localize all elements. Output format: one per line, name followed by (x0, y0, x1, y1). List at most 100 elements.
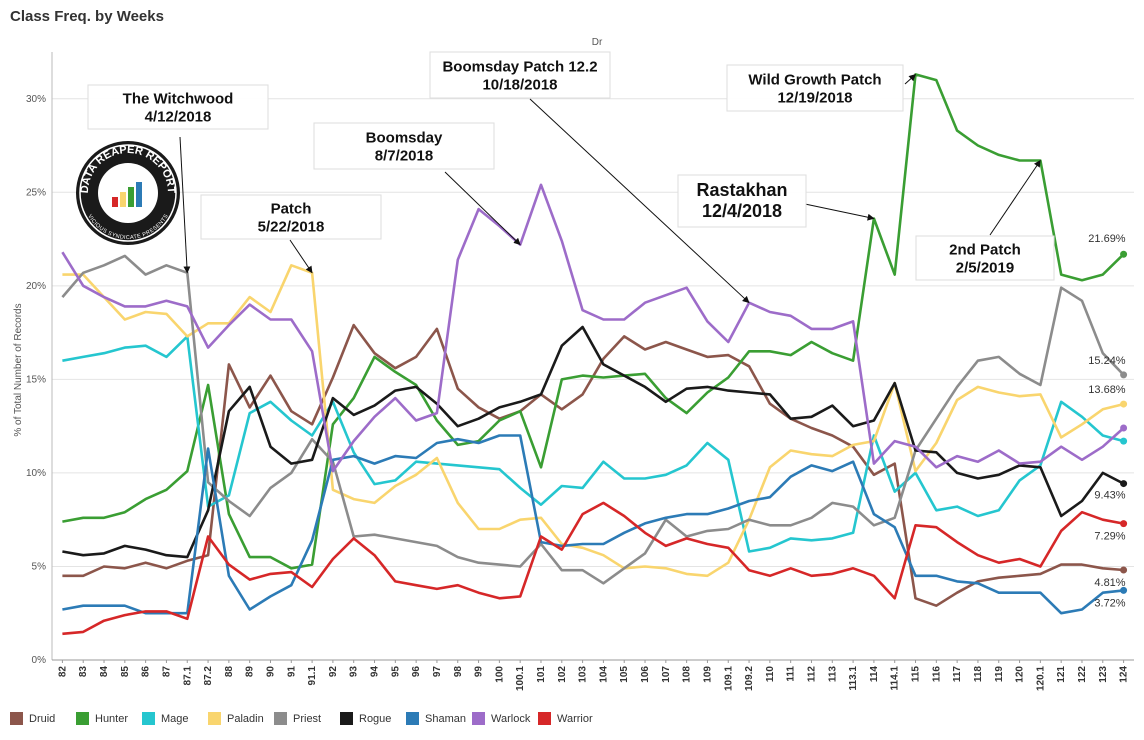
x-tick-label: 109.2 (744, 666, 755, 691)
legend-item-warrior: Warrior (538, 712, 604, 725)
legend-swatch (274, 712, 287, 725)
legend-item-paladin: Paladin (208, 712, 274, 725)
x-tick-label: 107 (661, 666, 672, 683)
series-line-shaman (62, 434, 1124, 615)
x-tick-label: 85 (120, 666, 131, 678)
legend-swatch (406, 712, 419, 725)
series-line-paladin (62, 263, 1124, 578)
annotation-box (200, 194, 382, 240)
logo-bar-icon (128, 187, 134, 207)
legend-item-shaman: Shaman (406, 712, 472, 725)
y-tick-label: 20% (26, 281, 46, 292)
x-tick-label: 121 (1056, 666, 1067, 683)
annotation-text: 5/22/2018 (258, 219, 325, 236)
x-tick-label: 89 (245, 666, 256, 678)
annotation-arrow (179, 136, 191, 274)
annotation-text: The Witchwood (123, 91, 234, 108)
annotation-box (429, 51, 611, 99)
annotation-text: 12/4/2018 (702, 201, 782, 221)
legend-swatch (142, 712, 155, 725)
series-line-mage (62, 335, 1124, 553)
line-chart: Dr % of Total Number of Records 0% 5% 10% 1… (13, 37, 1134, 691)
y-tick-label: 5% (32, 561, 47, 572)
series-end-point (1120, 566, 1128, 574)
x-tick-label: 87 (161, 666, 172, 678)
x-tick-label: 87.1 (182, 666, 193, 686)
x-tick-label: 122 (1077, 666, 1088, 683)
series-line-hunter (62, 73, 1125, 570)
series-lines (61, 73, 1128, 636)
legend-label: Hunter (95, 712, 129, 725)
annotation-box (915, 235, 1055, 281)
logo-bar-icon (120, 192, 126, 207)
x-tick-label: 91.1 (307, 666, 318, 686)
y-axis-ticks: 0% 5% 10% 15% 20% 25% 30% (26, 94, 46, 666)
end-value-label: 15.24% (1088, 355, 1126, 367)
legend-label: Warlock (491, 712, 531, 725)
annotation-arrow (289, 239, 313, 274)
annotation-text: Wild Growth Patch (748, 72, 881, 89)
annotation-arrow (444, 171, 521, 246)
series-end-point (1120, 424, 1128, 432)
annotation-text: 12/19/2018 (777, 90, 852, 107)
x-tick-label: 83 (78, 666, 89, 678)
x-tick-label: 116 (931, 666, 942, 683)
legend: Druid Hunter Mage Paladin Priest Rogue Shaman W… (10, 712, 604, 725)
x-tick-label: 120.1 (1035, 666, 1046, 691)
legend-label: Mage (161, 712, 189, 725)
x-tick-label: 102 (557, 666, 568, 683)
series-line-rogue (62, 325, 1125, 559)
series-end-point (1120, 586, 1128, 594)
annotation-box (726, 64, 904, 112)
x-tick-label: 90 (265, 666, 276, 678)
x-tick-label: 101 (536, 666, 547, 683)
annotation-arrow (529, 98, 750, 304)
x-tick-label: 82 (57, 666, 68, 678)
annotation-text: Boomsday (366, 130, 443, 147)
x-tick-label: 119 (994, 666, 1005, 683)
x-tick-label: 99 (474, 666, 485, 678)
annotation-text: Patch (271, 201, 312, 218)
y-tick-label: 25% (26, 187, 46, 198)
x-tick-label: 92 (328, 666, 339, 678)
logo-ring (79, 144, 177, 242)
x-tick-label: 124 (1119, 666, 1130, 683)
x-tick-label: 106 (640, 666, 651, 683)
logo-bar-icon (112, 197, 118, 207)
y-tick-label: 15% (26, 374, 46, 385)
annotation-box (313, 122, 495, 170)
x-tick-label: 100 (494, 666, 505, 683)
series-end-point (1120, 250, 1128, 258)
end-value-label: 7.29% (1094, 531, 1125, 543)
legend-swatch (208, 712, 221, 725)
annotation-text: 2nd Patch (949, 242, 1021, 259)
y-tick-label: 30% (26, 94, 46, 105)
end-value-label: 3.72% (1094, 597, 1125, 609)
end-value-label: 4.81% (1094, 577, 1125, 589)
annotation-arrow (804, 203, 875, 221)
annotation-text: Boomsday Patch 12.2 (442, 59, 597, 76)
chart-title: Class Freq. by Weeks (10, 8, 164, 25)
end-value-label: 9.43% (1094, 490, 1125, 502)
x-tick-label: 95 (390, 666, 401, 678)
x-tick-label: 104 (598, 666, 609, 683)
legend-swatch (538, 712, 551, 725)
x-tick-label: 118 (973, 666, 984, 683)
series-line-priest (61, 254, 1125, 585)
series-line-warrior (62, 501, 1124, 636)
legend-item-rogue: Rogue (340, 712, 406, 725)
x-tick-label: 103 (578, 666, 589, 683)
annotation-arrow (904, 73, 917, 85)
annotation-text: Rastakhan (696, 180, 787, 200)
x-tick-label: 108 (682, 666, 693, 683)
legend-label: Shaman (425, 712, 466, 725)
x-tick-label: 112 (806, 666, 817, 683)
x-tick-label: 113.1 (848, 666, 859, 691)
x-axis-ticks: 82 83 84 85 86 87 87.1 87.2 88 89 90 91 91.1 92 93 94 95… (57, 660, 1130, 691)
x-tick-label: 98 (453, 666, 464, 678)
x-tick-label: 88 (224, 666, 235, 678)
x-tick-label: 87.2 (203, 666, 214, 686)
end-labels: 21.69% 15.24% 13.68% 9.43% 7.29% 4.81% 3.72% (1088, 233, 1126, 609)
